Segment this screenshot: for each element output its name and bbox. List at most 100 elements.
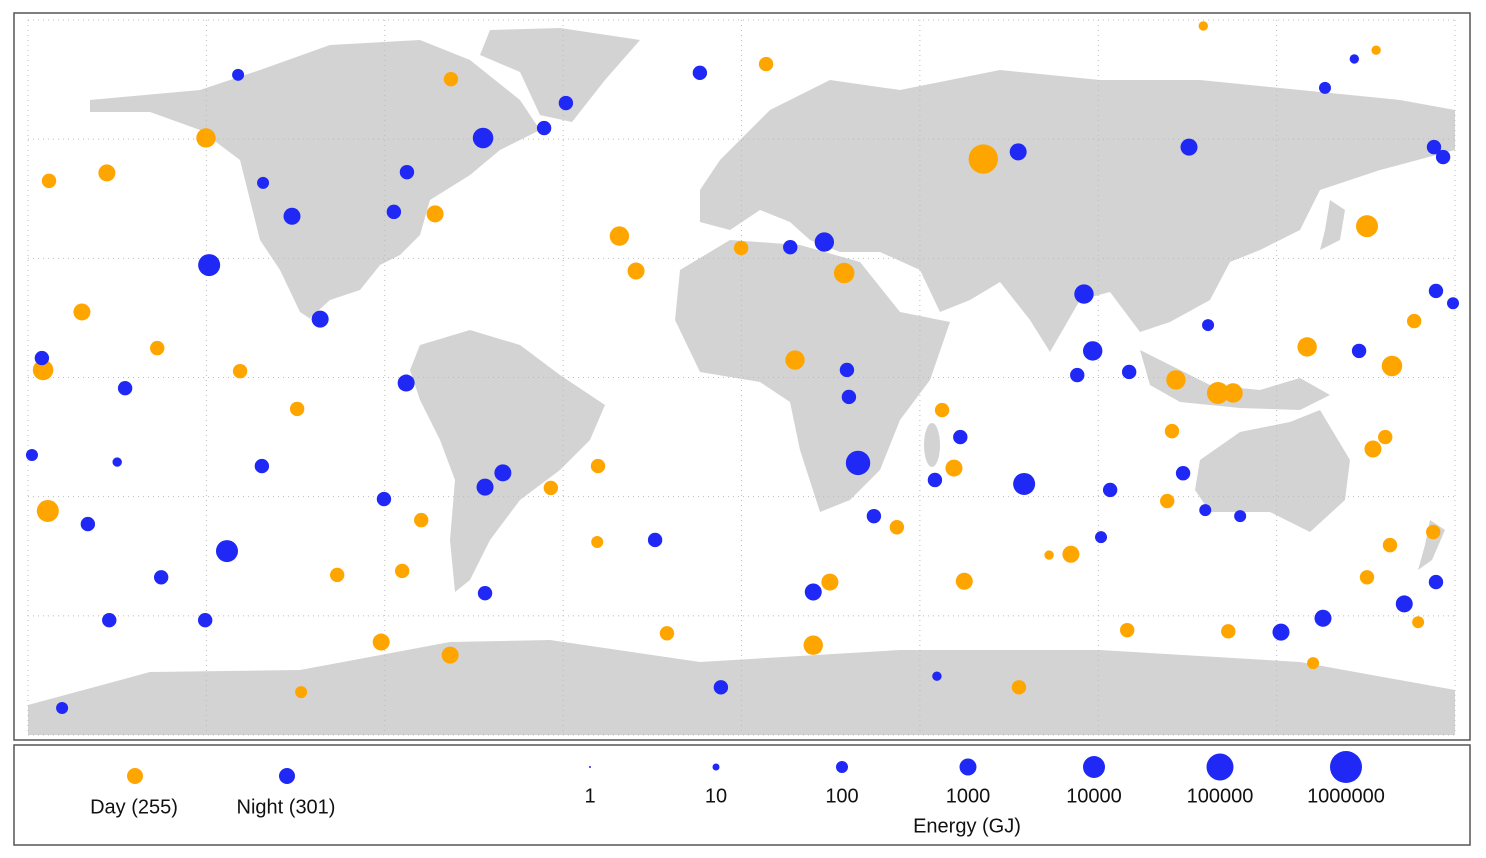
size-legend-marker bbox=[836, 761, 848, 773]
event-point bbox=[426, 205, 444, 223]
event-point bbox=[889, 520, 905, 535]
event-point bbox=[1013, 472, 1036, 495]
event-point bbox=[397, 374, 415, 392]
event-point bbox=[543, 480, 559, 496]
event-point bbox=[821, 573, 839, 591]
size-legend-marker bbox=[1330, 751, 1362, 783]
event-point bbox=[1297, 337, 1317, 357]
event-point bbox=[609, 226, 630, 246]
event-point bbox=[476, 478, 494, 496]
event-point bbox=[399, 164, 415, 180]
event-point bbox=[804, 583, 822, 601]
size-legend-label: 100000 bbox=[1187, 785, 1254, 807]
event-point bbox=[150, 340, 165, 356]
event-point bbox=[627, 262, 645, 280]
event-point bbox=[1406, 313, 1422, 329]
event-point bbox=[80, 516, 96, 532]
event-point bbox=[98, 164, 116, 182]
event-point bbox=[1234, 510, 1247, 523]
event-point bbox=[1011, 680, 1027, 695]
size-legend-label: 10 bbox=[705, 785, 727, 807]
event-point bbox=[1119, 622, 1135, 638]
event-point bbox=[1202, 319, 1215, 332]
event-point bbox=[1166, 370, 1186, 390]
event-point bbox=[73, 303, 91, 321]
event-point bbox=[1199, 504, 1212, 517]
event-point bbox=[295, 686, 308, 699]
event-point bbox=[376, 491, 392, 507]
event-point bbox=[934, 402, 950, 418]
event-point bbox=[591, 535, 604, 548]
size-legend-label: 100 bbox=[825, 785, 858, 807]
event-point bbox=[713, 680, 729, 695]
event-point bbox=[814, 232, 835, 252]
event-point bbox=[1272, 623, 1290, 641]
event-point bbox=[1435, 149, 1451, 165]
event-point bbox=[785, 350, 805, 370]
event-point bbox=[25, 448, 38, 461]
event-point bbox=[1428, 283, 1444, 299]
size-legend-label: 10000 bbox=[1066, 785, 1122, 807]
africa bbox=[675, 240, 950, 512]
event-point bbox=[1175, 466, 1191, 481]
event-point bbox=[394, 563, 410, 579]
event-point bbox=[1382, 537, 1398, 553]
indonesia bbox=[1140, 350, 1330, 410]
event-point bbox=[833, 262, 855, 284]
event-point bbox=[386, 204, 402, 220]
event-point bbox=[117, 381, 133, 396]
event-point bbox=[1160, 493, 1175, 509]
event-point bbox=[1412, 616, 1425, 629]
event-point bbox=[1395, 595, 1413, 613]
event-point bbox=[1307, 657, 1320, 670]
event-point bbox=[968, 144, 998, 174]
event-point bbox=[841, 389, 857, 405]
event-point bbox=[232, 363, 248, 379]
event-point bbox=[1062, 545, 1080, 563]
event-point bbox=[1198, 21, 1208, 31]
size-legend-label: 1000 bbox=[946, 785, 991, 807]
event-point bbox=[1378, 429, 1393, 445]
event-point bbox=[153, 570, 169, 585]
event-point bbox=[758, 56, 774, 72]
event-point bbox=[56, 701, 69, 714]
event-point bbox=[803, 635, 823, 655]
event-point bbox=[1044, 550, 1054, 560]
event-point bbox=[441, 646, 459, 664]
event-point bbox=[1364, 440, 1382, 458]
legend: Day (255) Night (301) 1 10 100 1000 10000 10000… bbox=[90, 751, 1385, 818]
event-point bbox=[1164, 423, 1180, 439]
event-point bbox=[1102, 482, 1118, 498]
legend-marker bbox=[279, 768, 295, 784]
event-point bbox=[1356, 215, 1379, 238]
event-point bbox=[1180, 138, 1198, 156]
event-point bbox=[692, 65, 708, 81]
event-point bbox=[647, 532, 663, 548]
event-point bbox=[443, 71, 459, 87]
event-point bbox=[590, 458, 606, 474]
event-point bbox=[1318, 81, 1331, 94]
event-point bbox=[257, 176, 270, 189]
event-point bbox=[112, 457, 122, 467]
event-point bbox=[472, 127, 494, 149]
event-point bbox=[32, 359, 54, 381]
event-point bbox=[329, 567, 345, 583]
event-point bbox=[1351, 343, 1367, 359]
event-point bbox=[839, 362, 855, 378]
event-point bbox=[1447, 297, 1460, 310]
size-legend-marker bbox=[712, 763, 720, 771]
event-point bbox=[1359, 570, 1375, 585]
event-point bbox=[1223, 383, 1243, 403]
event-point bbox=[414, 512, 429, 528]
size-legend-marker bbox=[959, 758, 977, 776]
event-point bbox=[232, 68, 245, 81]
size-legend-marker bbox=[1206, 753, 1234, 781]
event-point bbox=[1426, 139, 1442, 155]
event-point bbox=[866, 508, 882, 524]
legend-label: Night (301) bbox=[237, 796, 336, 818]
event-point bbox=[733, 240, 749, 256]
event-point bbox=[536, 120, 552, 136]
points bbox=[25, 21, 1460, 714]
